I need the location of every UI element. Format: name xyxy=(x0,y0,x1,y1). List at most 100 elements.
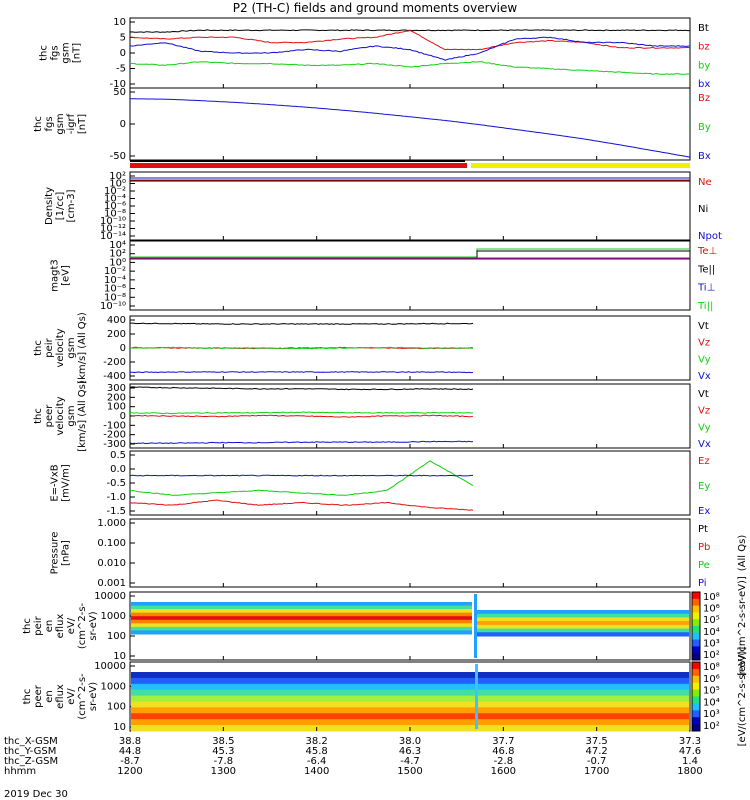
panel-frame xyxy=(129,17,691,89)
y-axis-label-line: en xyxy=(44,690,55,703)
panel-fgs_gsm: 10 5 0 -5 -10 thc fgs gsm [nT] Bt bz by bx xyxy=(39,17,711,90)
legend-Bz: Bz xyxy=(698,93,710,104)
legend-Ni: Ni xyxy=(698,204,708,215)
spectrogram-band xyxy=(477,617,689,622)
y-tick-label: 10⁻¹⁰ xyxy=(100,216,126,227)
series-line-Vt xyxy=(130,322,474,325)
series-line-Ex xyxy=(129,474,473,477)
colorbar-tick: 10⁶ xyxy=(703,604,720,615)
colorbar-tick: 10³ xyxy=(703,709,720,720)
legend-Ez: Ez xyxy=(698,456,710,467)
spectrogram-band xyxy=(131,713,689,720)
legend-Vx: Vx xyxy=(698,371,711,382)
colorbar-label: [eV/(cm^2-s-sr-eV)] xyxy=(737,576,748,676)
colorbar-label-text: [eV/(cm^2-s-sr-eV)] xyxy=(737,576,748,676)
spectrogram-band xyxy=(131,701,689,708)
y-axis-label: thc peer velocity gsm [km/s] (All Qs) xyxy=(33,380,88,452)
spectrogram-band xyxy=(131,609,472,614)
colorbar-segment xyxy=(692,632,700,641)
x-axis-value: 45.3 xyxy=(212,746,234,757)
y-axis-label-line: peer xyxy=(44,404,55,428)
y-tick-label: 10⁴ xyxy=(109,240,126,251)
spectrogram-band xyxy=(131,672,689,679)
colorbar-segment xyxy=(692,646,700,654)
colorbar-segment xyxy=(692,696,700,704)
spectrogram-band xyxy=(477,632,689,637)
y-axis-label-line: gsm xyxy=(66,337,77,358)
y-axis-label-line: sr-eV) xyxy=(88,611,99,640)
legend-Vt: Vt xyxy=(698,389,709,400)
spectrogram-band xyxy=(131,707,689,714)
colorbar-segment xyxy=(692,717,700,725)
x-axis-value: 1600 xyxy=(491,766,516,777)
x-axis-value: -6.4 xyxy=(307,756,327,767)
x-axis-row-label: thc_Z-GSM xyxy=(4,756,58,767)
y-tick-label: 0.5 xyxy=(110,450,126,461)
spectrogram-gap xyxy=(475,664,478,729)
y-tick-label: -0.5 xyxy=(106,478,126,489)
spectrogram-band xyxy=(131,602,472,607)
colorbar-segment xyxy=(692,724,700,732)
colorbar-segment xyxy=(692,619,700,627)
y-axis-label-line: [km/s] (All Qs) xyxy=(77,380,88,452)
spectrogram-band xyxy=(131,619,472,624)
x-axis-value: 46.3 xyxy=(399,746,421,757)
legend-Bx: Bx xyxy=(698,151,711,162)
y-axis-label-line: Density xyxy=(44,187,55,225)
legend-Te⊥: Te⊥ xyxy=(697,246,717,257)
colorbar-tick: 10⁵ xyxy=(703,615,720,626)
legend-Ne: Ne xyxy=(698,177,712,188)
colorbar-segment xyxy=(692,703,700,711)
panel-peer_en_eflux: 10000 1000 100 10 thc peer en eflux eV/(cm^2-s-s… xyxy=(22,647,748,747)
mode-bar-fast xyxy=(471,163,690,168)
colorbar-tick: 10² xyxy=(703,721,720,732)
y-axis-label-line: -igrf xyxy=(66,113,77,134)
colorbar-segment xyxy=(692,639,700,647)
y-axis-label-line: sr-eV) xyxy=(88,682,99,711)
y-axis-label: thc peer en eflux eV/(cm^2-s-sr-eV) xyxy=(22,673,99,720)
spectrogram-band xyxy=(131,677,689,685)
y-axis-label-line: velocity xyxy=(55,328,66,367)
y-axis-label-line: thc xyxy=(22,689,33,705)
y-tick-label: 0.001 xyxy=(97,578,126,589)
legend-by: by xyxy=(698,60,710,71)
y-tick-label: 100 xyxy=(107,631,126,642)
legend-Pb: Pb xyxy=(698,542,710,553)
x-axis-value: 37.5 xyxy=(586,736,608,747)
mode-bar-indicator xyxy=(130,160,465,162)
colorbar-segment xyxy=(692,682,700,691)
x-axis-value: 1500 xyxy=(397,766,422,777)
spectrogram-band xyxy=(477,624,689,630)
panel-frame xyxy=(129,171,691,241)
colorbar-tick: 10⁴ xyxy=(703,627,720,638)
colorbar-segment xyxy=(692,710,700,718)
y-tick-label: 10⁻¹⁴ xyxy=(100,231,126,242)
x-axis-value: 46.8 xyxy=(492,746,514,757)
colorbar-tick: 10⁸ xyxy=(703,592,720,603)
spectrogram-band xyxy=(131,719,689,726)
y-tick-label: -100 xyxy=(103,420,126,431)
y-axis-label-line: thc xyxy=(39,45,50,61)
y-axis-label-line: (cm^2-s- xyxy=(77,673,88,720)
y-axis-label-line: en xyxy=(44,620,55,633)
y-tick-label: -200 xyxy=(103,357,126,368)
x-axis-row-label: hhmm xyxy=(4,766,36,777)
y-tick-label: 100 xyxy=(107,702,126,713)
y-tick-label: 10² xyxy=(109,171,126,182)
y-axis-label-line: [eV] xyxy=(61,265,72,286)
y-tick-label: 10⁻⁶ xyxy=(104,284,126,295)
y-axis-label-line: [mV/m] xyxy=(61,464,72,502)
legend-Bt: Bt xyxy=(698,23,709,34)
y-axis-label-line: Pressure xyxy=(50,532,61,575)
date-label: 2019 Dec 30 xyxy=(4,789,68,800)
y-axis-label-line: velocity xyxy=(55,396,66,435)
spectrogram-band xyxy=(131,626,472,631)
x-axis-value: 45.8 xyxy=(306,746,328,757)
colorbar-frame xyxy=(691,661,701,732)
x-axis-value: 1200 xyxy=(117,766,142,777)
legend-Vx: Vx xyxy=(698,439,711,450)
x-axis-value: -7.8 xyxy=(214,756,234,767)
y-tick-label: -400 xyxy=(103,371,126,382)
chart-title: P2 (TH-C) fields and ground moments over… xyxy=(233,1,518,15)
